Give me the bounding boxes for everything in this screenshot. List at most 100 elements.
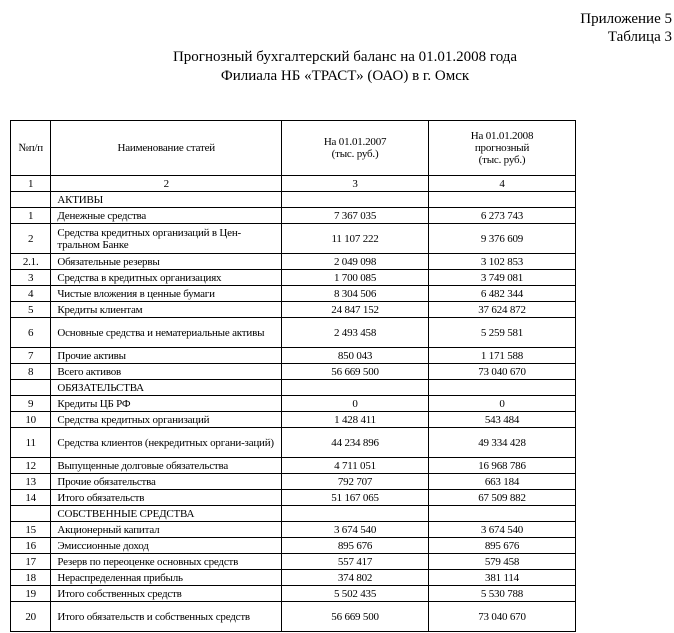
row-number: 1	[9, 207, 52, 224]
value-2007: 44 234 896	[281, 427, 430, 458]
value-2007: 8 304 506	[281, 285, 430, 302]
value-2008	[428, 191, 576, 208]
table-header-row: №п/п Наименование статей На 01.01.2007 (…	[9, 120, 576, 176]
table-row: 16 Эмиссионные доход 895 676 895 676	[9, 537, 576, 554]
item-name: Средства кредитных организаций в Цен-тра…	[50, 223, 283, 254]
value-2007: 850 043	[281, 347, 430, 364]
row-number: 2.1.	[9, 253, 52, 270]
value-2008: 3 674 540	[428, 521, 576, 538]
table-row: 10 Средства кредитных организаций 1 428 41…	[9, 411, 576, 428]
row-number: 14	[9, 489, 52, 506]
column-header: №п/п	[9, 120, 52, 176]
value-2008: 5 530 788	[428, 585, 576, 602]
value-2007: 792 707	[281, 473, 430, 490]
column-number: 3	[281, 175, 430, 192]
row-number: 7	[9, 347, 52, 364]
value-2008: 579 458	[428, 553, 576, 570]
value-2007: 11 107 222	[281, 223, 430, 254]
value-2008: 1 171 588	[428, 347, 576, 364]
row-number: 13	[9, 473, 52, 490]
value-2007	[281, 505, 430, 522]
row-number	[9, 505, 52, 522]
row-number: 18	[9, 569, 52, 586]
item-name: Всего активов	[50, 363, 283, 380]
page-title: Прогнозный бухгалтерский баланс на 01.01…	[172, 49, 518, 65]
item-name: Средства клиентов (некредитных органи-за…	[50, 427, 283, 458]
row-number: 8	[9, 363, 52, 380]
value-2008: 49 334 428	[428, 427, 576, 458]
value-2008: 6 273 743	[428, 207, 576, 224]
value-2007: 51 167 065	[281, 489, 430, 506]
item-name: Нераспределенная прибыль	[50, 569, 283, 586]
row-number: 9	[9, 395, 52, 412]
section-title: АКТИВЫ	[50, 191, 283, 208]
value-2008: 67 509 882	[428, 489, 576, 506]
value-2007: 4 711 051	[281, 457, 430, 474]
item-name: Выпущенные долговые обязательства	[50, 457, 283, 474]
table-row: 13 Прочие обязательства 792 707 663 184	[9, 473, 576, 490]
item-name: Средства кредитных организаций	[50, 411, 283, 428]
row-number: 17	[9, 553, 52, 570]
item-name: Основные средства и нематериальные актив…	[50, 317, 283, 348]
value-2008: 895 676	[428, 537, 576, 554]
column-number: 1	[9, 175, 52, 192]
value-2008: 663 184	[428, 473, 576, 490]
table-row: 9 Кредиты ЦБ РФ 0 0	[9, 395, 576, 412]
row-number: 4	[9, 285, 52, 302]
value-2008: 37 624 872	[428, 301, 576, 318]
item-name: Обязательные резервы	[50, 253, 283, 270]
balance-table: №п/п Наименование статей На 01.01.2007 (…	[9, 120, 576, 632]
row-number: 12	[9, 457, 52, 474]
section-row: СОБСТВЕННЫЕ СРЕДСТВА	[9, 505, 576, 522]
table-row: 14 Итого обязательств 51 167 065 67 509 882	[9, 489, 576, 506]
table-row: 3 Средства в кредитных организациях 1 700 …	[9, 269, 576, 286]
item-name: Акционерный капитал	[50, 521, 283, 538]
value-2008	[428, 505, 576, 522]
item-name: Чистые вложения в ценные бумаги	[50, 285, 283, 302]
value-2007: 557 417	[281, 553, 430, 570]
table-row: 2 Средства кредитных организаций в Цен-тр…	[9, 223, 576, 254]
table-number-label: Таблица 3	[607, 29, 672, 45]
value-2007: 895 676	[281, 537, 430, 554]
row-number: 19	[9, 585, 52, 602]
table-row: 8 Всего активов 56 669 500 73 040 670	[9, 363, 576, 380]
value-2008: 9 376 609	[428, 223, 576, 254]
row-number: 20	[9, 601, 52, 632]
item-name: Прочие обязательства	[50, 473, 283, 490]
section-title: СОБСТВЕННЫЕ СРЕДСТВА	[50, 505, 283, 522]
item-name: Итого обязательств и собственных средств	[50, 601, 283, 632]
table-row: 18 Нераспределенная прибыль 374 802 381 114	[9, 569, 576, 586]
item-name: Кредиты ЦБ РФ	[50, 395, 283, 412]
column-header: На 01.01.2008 прогнозный (тыс. руб.)	[428, 120, 576, 176]
section-row: ОБЯЗАТЕЛЬСТВА	[9, 379, 576, 396]
column-number-row: 1 2 3 4	[9, 175, 576, 192]
value-2008: 0	[428, 395, 576, 412]
table-row: 20 Итого обязательств и собственных средс…	[9, 601, 576, 632]
value-2008	[428, 379, 576, 396]
table-row: 1 Денежные средства 7 367 035 6 273 743	[9, 207, 576, 224]
value-2008: 73 040 670	[428, 601, 576, 632]
value-2008: 381 114	[428, 569, 576, 586]
value-2007: 374 802	[281, 569, 430, 586]
page-subtitle: Филиала НБ «ТРАСТ» (ОАО) в г. Омск	[220, 68, 470, 84]
value-2007: 24 847 152	[281, 301, 430, 318]
column-number: 2	[50, 175, 283, 192]
value-2007	[281, 379, 430, 396]
section-row: АКТИВЫ	[9, 191, 576, 208]
table-row: 2.1. Обязательные резервы 2 049 098 3 102 8…	[9, 253, 576, 270]
table-row: 19 Итого собственных средств 5 502 435 5 53…	[9, 585, 576, 602]
value-2007: 2 493 458	[281, 317, 430, 348]
row-number: 11	[9, 427, 52, 458]
row-number: 2	[9, 223, 52, 254]
row-number: 15	[9, 521, 52, 538]
value-2007: 56 669 500	[281, 601, 430, 632]
row-number: 16	[9, 537, 52, 554]
item-name: Итого обязательств	[50, 489, 283, 506]
row-number	[9, 191, 52, 208]
table-row: 11 Средства клиентов (некредитных органи-…	[9, 427, 576, 458]
item-name: Итого собственных средств	[50, 585, 283, 602]
row-number: 5	[9, 301, 52, 318]
appendix-label: Приложение 5	[580, 11, 672, 27]
value-2007: 0	[281, 395, 430, 412]
section-title: ОБЯЗАТЕЛЬСТВА	[50, 379, 283, 396]
